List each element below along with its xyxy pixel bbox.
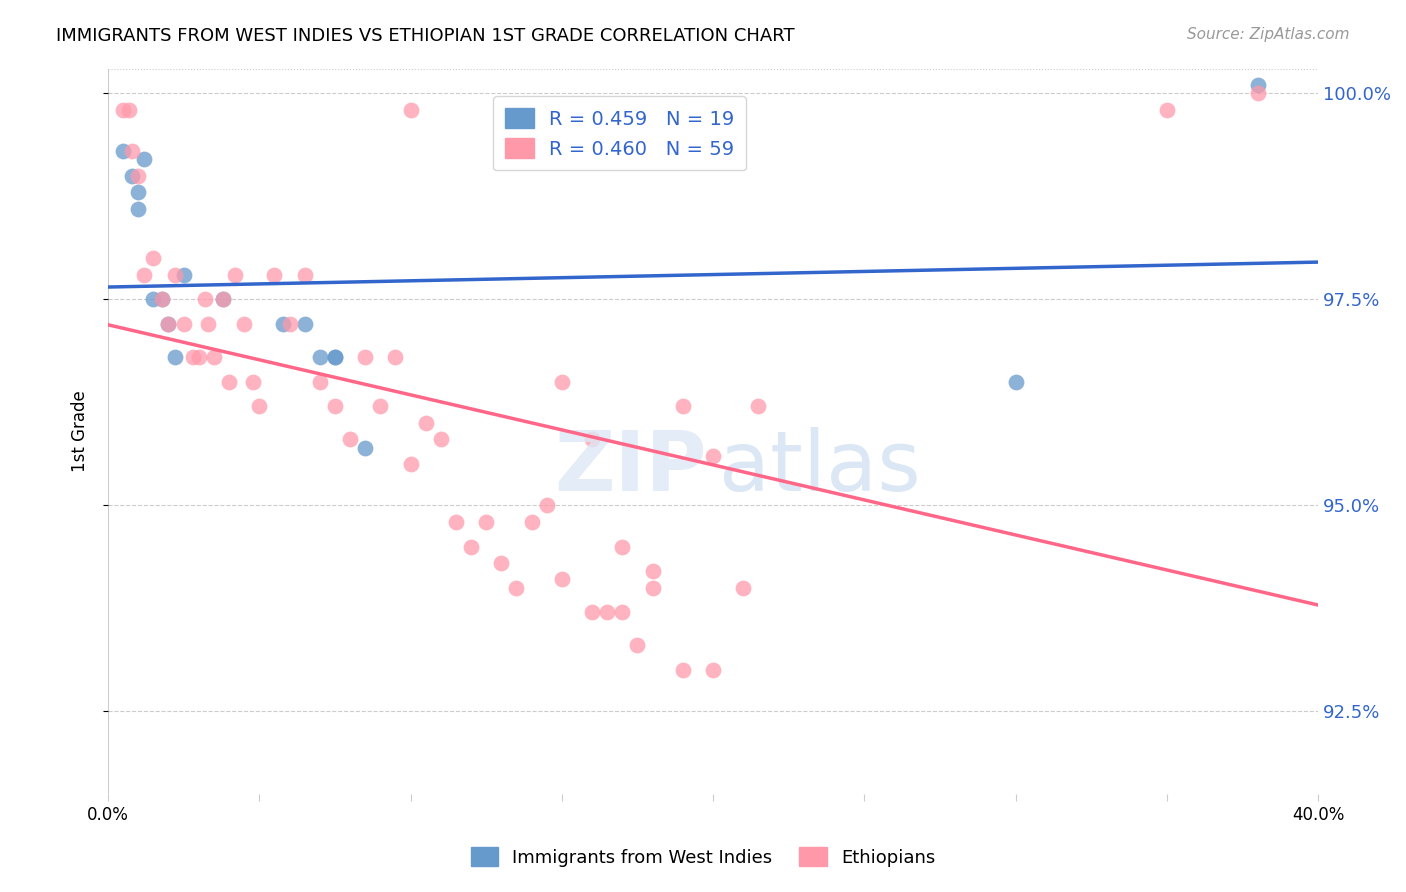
Text: IMMIGRANTS FROM WEST INDIES VS ETHIOPIAN 1ST GRADE CORRELATION CHART: IMMIGRANTS FROM WEST INDIES VS ETHIOPIAN…	[56, 27, 794, 45]
Point	[536, 499, 558, 513]
Point	[323, 350, 346, 364]
Point	[173, 268, 195, 282]
Point	[173, 317, 195, 331]
Point	[134, 152, 156, 166]
Point	[429, 433, 451, 447]
Point	[354, 350, 377, 364]
Point	[551, 573, 574, 587]
Point	[581, 606, 603, 620]
Point	[702, 663, 724, 677]
Point	[134, 268, 156, 282]
Point	[399, 457, 422, 471]
Point	[626, 639, 648, 653]
Point	[339, 433, 361, 447]
Point	[187, 350, 209, 364]
Point	[444, 515, 467, 529]
Point	[641, 564, 664, 578]
Point	[112, 103, 135, 117]
Point	[194, 293, 217, 307]
Point	[157, 317, 180, 331]
Point	[163, 268, 186, 282]
Point	[127, 185, 149, 199]
Point	[368, 400, 391, 414]
Point	[460, 540, 482, 554]
Point	[702, 449, 724, 463]
Point	[152, 293, 174, 307]
Point	[612, 606, 634, 620]
Point	[641, 581, 664, 595]
Point	[202, 350, 225, 364]
Point	[354, 441, 377, 455]
Point	[181, 350, 204, 364]
Point	[672, 663, 695, 677]
Point	[224, 268, 246, 282]
Text: 40.0%: 40.0%	[1292, 806, 1344, 824]
Point	[384, 350, 406, 364]
Point	[121, 169, 143, 183]
Point	[278, 317, 301, 331]
Point	[475, 515, 498, 529]
Point	[212, 293, 235, 307]
Point	[415, 416, 437, 430]
Point	[551, 375, 574, 389]
Point	[163, 350, 186, 364]
Point	[747, 400, 769, 414]
Point	[308, 375, 330, 389]
Point	[1156, 103, 1178, 117]
Point	[121, 144, 143, 158]
Point	[399, 103, 422, 117]
Point	[520, 515, 543, 529]
Text: atlas: atlas	[718, 427, 921, 508]
Point	[212, 293, 235, 307]
Point	[242, 375, 264, 389]
Point	[596, 606, 619, 620]
Point	[294, 268, 316, 282]
Point	[505, 581, 527, 595]
Point	[112, 144, 135, 158]
Point	[581, 433, 603, 447]
Point	[491, 556, 513, 570]
Text: Source: ZipAtlas.com: Source: ZipAtlas.com	[1187, 27, 1350, 42]
Point	[323, 350, 346, 364]
Point	[1246, 87, 1268, 101]
Point	[672, 400, 695, 414]
Point	[152, 293, 174, 307]
Point	[308, 350, 330, 364]
Point	[323, 400, 346, 414]
Y-axis label: 1st Grade: 1st Grade	[72, 391, 89, 472]
Point	[1246, 78, 1268, 92]
Point	[247, 400, 270, 414]
Legend: R = 0.459   N = 19, R = 0.460   N = 59: R = 0.459 N = 19, R = 0.460 N = 59	[494, 96, 747, 170]
Point	[118, 103, 141, 117]
Point	[294, 317, 316, 331]
Point	[218, 375, 240, 389]
Point	[142, 251, 165, 265]
Text: 0.0%: 0.0%	[87, 806, 129, 824]
Legend: Immigrants from West Indies, Ethiopians: Immigrants from West Indies, Ethiopians	[464, 840, 942, 874]
Point	[273, 317, 295, 331]
Point	[197, 317, 219, 331]
Point	[127, 169, 149, 183]
Point	[142, 293, 165, 307]
Point	[733, 581, 755, 595]
Point	[157, 317, 180, 331]
Point	[127, 202, 149, 216]
Point	[1004, 375, 1026, 389]
Text: ZIP: ZIP	[554, 427, 707, 508]
Point	[612, 540, 634, 554]
Point	[233, 317, 256, 331]
Point	[263, 268, 285, 282]
